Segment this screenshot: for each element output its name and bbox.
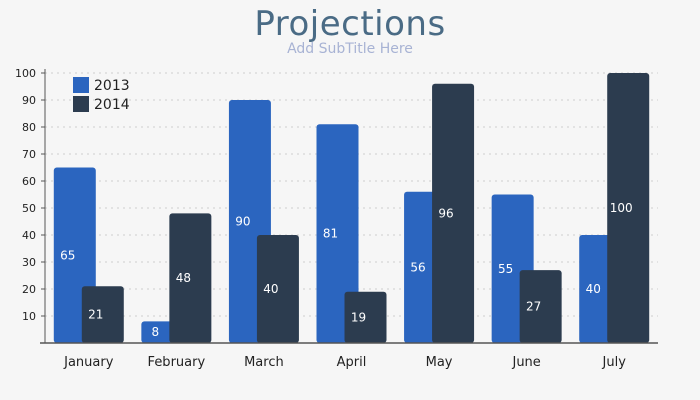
y-tick-label: 70 [22, 148, 36, 161]
x-tick-label: June [511, 355, 540, 370]
legend-swatch-2014 [73, 96, 89, 112]
bars [53, 73, 650, 344]
data-label: 55 [498, 262, 513, 276]
data-label: 65 [60, 248, 75, 262]
data-label: 96 [438, 206, 453, 220]
data-label: 48 [176, 271, 191, 285]
x-tick-label: May [426, 355, 453, 370]
bar-2014-april [344, 291, 387, 343]
bar-2014-july [607, 73, 650, 343]
x-tick-label: February [148, 355, 206, 370]
data-label: 40 [586, 282, 601, 296]
x-tick-label: July [602, 355, 627, 370]
bar-2014-january [81, 286, 124, 343]
data-label: 81 [323, 227, 338, 241]
data-label: 21 [88, 308, 103, 322]
data-label: 19 [351, 310, 366, 324]
chart-subtitle: Add SubTitle Here [287, 41, 413, 57]
legend: 2013 2014 [73, 77, 130, 113]
data-label: 27 [526, 300, 541, 314]
x-tick-label: March [244, 355, 284, 370]
x-tick-label: April [337, 355, 367, 370]
bar-2014-february [169, 213, 212, 343]
y-tick-label: 100 [15, 67, 36, 80]
data-label: 8 [152, 325, 160, 339]
y-tick-label: 10 [22, 310, 36, 323]
legend-label: 2014 [94, 97, 130, 113]
chart-title: Projections [254, 4, 446, 44]
data-label: 56 [410, 260, 425, 274]
legend-swatch-2013 [73, 77, 89, 93]
y-tick-label: 50 [22, 202, 36, 215]
x-tick-label: January [63, 355, 114, 370]
bar-2013-april [316, 124, 359, 343]
labels: 65 21 January 8 48 February 90 40 March 81 19 April… [15, 67, 633, 370]
legend-label: 2013 [94, 78, 130, 94]
bar-2014-may [432, 83, 475, 344]
bar-2014-june [519, 270, 562, 343]
y-tick-label: 80 [22, 121, 36, 134]
data-label: 100 [610, 201, 633, 215]
y-tick-label: 60 [22, 175, 36, 188]
data-label: 40 [263, 282, 278, 296]
y-tick-label: 30 [22, 256, 36, 269]
y-tick-label: 90 [22, 94, 36, 107]
bar-2014-march [256, 235, 299, 343]
data-label: 90 [235, 215, 250, 229]
y-tick-label: 20 [22, 283, 36, 296]
y-tick-label: 40 [22, 229, 36, 242]
axes [40, 69, 658, 344]
